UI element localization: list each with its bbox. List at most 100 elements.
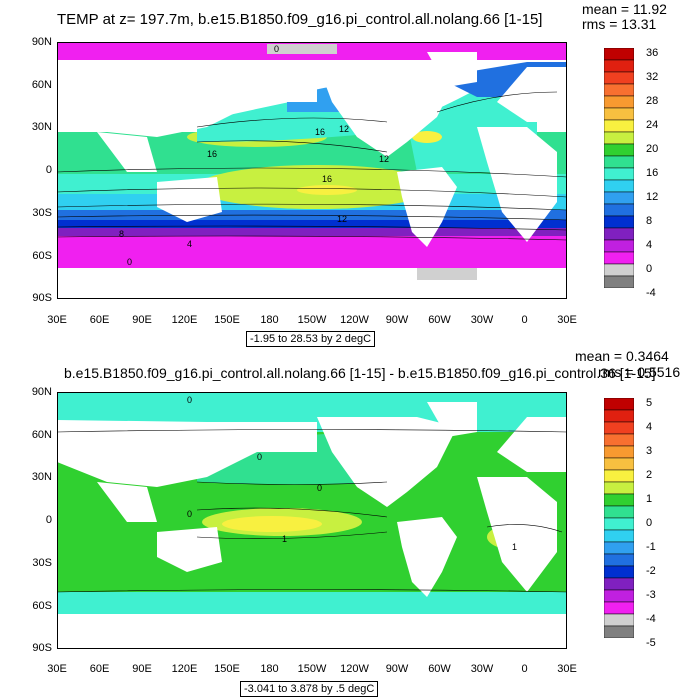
p1-colorbar-label: -4 [646, 287, 656, 299]
p1-ytick: 30N [31, 121, 52, 133]
p1-colorbar-swatch [604, 83, 634, 97]
p1-colorbar-label: 24 [646, 119, 659, 131]
p2-south-band [57, 592, 567, 617]
p2-colorbar-swatch [604, 457, 634, 471]
p2-colorbar-label: 3 [646, 445, 653, 457]
p2-north-america [317, 417, 457, 507]
p1-colorbar-label: 28 [646, 95, 659, 107]
p1-colorbar-label: 32 [646, 71, 659, 83]
p1-colorbar-swatch [604, 167, 634, 181]
p2-ytick: 0 [45, 514, 52, 526]
p2-xtick: 60E [89, 663, 110, 675]
p2-colorbar-swatch [604, 625, 634, 638]
p1-xtick: 150E [214, 314, 240, 326]
p2-colorbar-swatch [604, 613, 634, 627]
p2-ytick: 30N [31, 471, 52, 483]
p2-ytick: 60S [32, 600, 52, 612]
p2-xtick: 150E [214, 663, 240, 675]
p1-xtick: 30E [557, 314, 577, 326]
p2-colorbar-swatch [604, 589, 634, 603]
p2-xtick: 0 [521, 663, 528, 675]
p2-xtick: 180 [260, 663, 279, 675]
p1-xtick: 90W [385, 314, 409, 326]
p2-ytick: 60N [31, 429, 52, 441]
p1-xtick: 120W [340, 314, 369, 326]
p2-antarctica [57, 614, 567, 649]
p2-colorbar-swatch [604, 541, 634, 555]
p2-xtick: 60W [428, 663, 451, 675]
p2-colorbar-label: 0 [646, 517, 653, 529]
p1-antarctic-gray [417, 268, 477, 280]
p1-colorbar-swatch [604, 215, 634, 229]
p1-colorbar-label: 20 [646, 143, 659, 155]
p1-xtick: 150W [297, 314, 327, 326]
p1-colorbar-swatch [604, 155, 634, 169]
p1-xtick: 0 [521, 314, 528, 326]
p1-contour-label: 16 [207, 149, 217, 159]
p2-xtick: 30E [557, 663, 577, 675]
p1-contour-label: 12 [339, 124, 349, 134]
panel1-rms: rms = 13.31 [582, 16, 657, 32]
p1-europe-asia [57, 60, 317, 137]
p2-contour-label: 0 [317, 483, 322, 493]
p2-colorbar-swatch [604, 409, 634, 423]
p2-colorbar-swatch [604, 601, 634, 615]
p2-colorbar-swatch [604, 577, 634, 591]
p2-europe [497, 417, 567, 472]
p1-greenland [427, 52, 477, 87]
p2-colorbar-swatch [604, 493, 634, 507]
p1-colorbar-swatch [604, 48, 634, 61]
p2-colorbar-swatch [604, 517, 634, 531]
p2-colorbar-swatch [604, 433, 634, 447]
p2-colorbar-swatch [604, 398, 634, 411]
p1-europe [497, 67, 567, 122]
p2-xtick: 90W [385, 663, 409, 675]
p1-colorbar-swatch [604, 275, 634, 288]
p1-colorbar-swatch [604, 131, 634, 145]
panel1-mean: mean = 11.92 [582, 1, 667, 17]
p2-europe-asia [57, 420, 317, 487]
p1-xtick: 60W [428, 314, 451, 326]
panel2-colorbar [604, 398, 634, 638]
p1-contour-label: 16 [315, 127, 325, 137]
p1-contour-label: 0 [127, 257, 132, 267]
panel2-mean: mean = 0.3464 [575, 348, 669, 364]
p2-colorbar-swatch [604, 469, 634, 483]
p2-colorbar-swatch [604, 505, 634, 519]
p1-contour-label: 8 [119, 229, 124, 239]
p2-colorbar-swatch [604, 481, 634, 495]
p1-colorbar-label: 16 [646, 167, 659, 179]
p1-colorbar-swatch [604, 107, 634, 121]
p2-india-seasia [97, 482, 157, 522]
p2-colorbar-label: -5 [646, 637, 656, 649]
p1-colorbar-swatch [604, 251, 634, 265]
p2-contour-label: 0 [187, 509, 192, 519]
p2-xtick: 120E [171, 663, 198, 675]
p2-xtick: 30E [47, 663, 67, 675]
panel2-map: 0 0 0 1 1 0 [57, 392, 567, 649]
p1-colorbar-swatch [604, 239, 634, 253]
p1-colorbar-label: 12 [646, 191, 659, 203]
p2-australia [157, 527, 222, 572]
p2-ytick: 30S [32, 557, 52, 569]
p1-colorbar-swatch [604, 119, 634, 133]
p1-southern-ocean-blue [57, 218, 567, 228]
p1-southern-ocean-magenta [57, 232, 567, 268]
p1-antarctica [57, 268, 567, 299]
p1-xtick: 30W [470, 314, 494, 326]
p1-warm-core [297, 185, 357, 195]
p1-colorbar-swatch [604, 263, 634, 277]
p2-africa [477, 477, 557, 592]
p2-colorbar-label: -3 [646, 589, 656, 601]
p2-colorbar-swatch [604, 553, 634, 567]
p1-xtick: 90E [132, 314, 152, 326]
panel1-title: TEMP at z= 197.7m, b.e15.B1850.f09_g16.p… [57, 11, 543, 28]
p1-contour-label: 12 [337, 214, 347, 224]
p1-contours [57, 91, 567, 241]
panel1-map: 16 12 16 12 16 12 8 4 0 0 [57, 42, 567, 299]
panel1-colorbar [604, 48, 634, 288]
p1-xtick: 180 [260, 314, 279, 326]
p2-xtick: 150W [297, 663, 327, 675]
p1-colorbar-label: 36 [646, 47, 659, 59]
p1-ytick: 30S [32, 207, 52, 219]
